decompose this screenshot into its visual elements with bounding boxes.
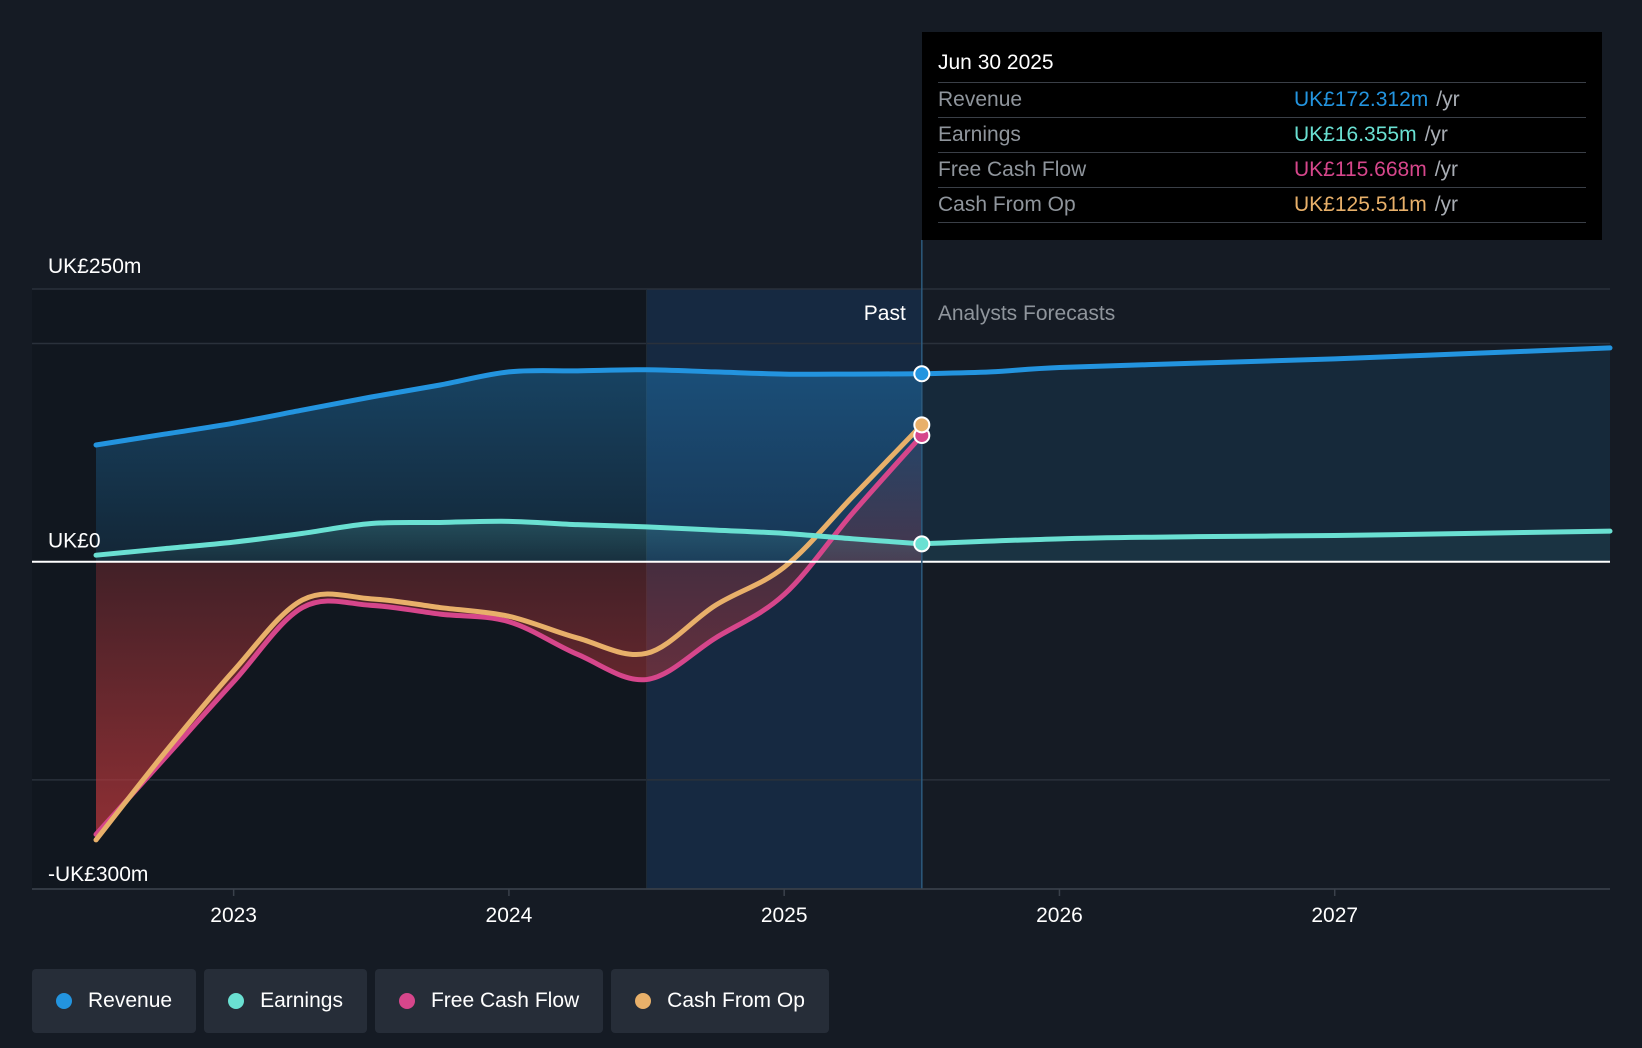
cash-from-op-marker bbox=[913, 416, 931, 434]
past-label: Past bbox=[864, 302, 906, 325]
tooltip-value: UK£172.312m bbox=[1294, 88, 1429, 111]
legend-label: Revenue bbox=[88, 989, 173, 1012]
free-cash-flow-line bbox=[93, 433, 925, 837]
legend: Revenue Earnings Free Cash Flow Cash Fro… bbox=[32, 969, 829, 1033]
revenue-forecast-line bbox=[919, 345, 1613, 377]
analysts-forecasts-label: Analysts Forecasts bbox=[938, 302, 1115, 325]
revenue-marker bbox=[913, 365, 931, 383]
x-axis-labels: 2023 2024 2025 2026 2027 bbox=[32, 888, 1610, 927]
y-axis-labels: UK£250m UK£0 -UK£300m bbox=[48, 255, 148, 886]
y-axis-label: -UK£300m bbox=[48, 863, 148, 886]
free-cash-flow-dot-icon bbox=[398, 993, 415, 1009]
tooltip-value: UK£16.355m bbox=[1294, 123, 1417, 146]
tooltip-value: UK£125.511m bbox=[1294, 193, 1427, 216]
tooltip-value: UK£115.668m bbox=[1294, 158, 1427, 181]
x-axis-label: 2026 bbox=[1036, 904, 1083, 927]
legend-label: Cash From Op bbox=[667, 989, 805, 1012]
earnings-forecast-line bbox=[919, 528, 1613, 547]
cash-from-op-line bbox=[93, 422, 925, 843]
tooltip-unit: /yr bbox=[1434, 193, 1459, 216]
revenue-forecast-area bbox=[921, 347, 1610, 562]
tooltip-label: Earnings bbox=[938, 123, 1021, 146]
series-lines bbox=[93, 345, 1613, 843]
legend-item-revenue[interactable]: Revenue bbox=[32, 969, 197, 1033]
tooltip-unit: /yr bbox=[1434, 158, 1459, 181]
tooltip-label: Free Cash Flow bbox=[938, 158, 1087, 181]
earnings-line bbox=[93, 518, 925, 558]
x-axis-label: 2024 bbox=[486, 904, 533, 927]
tooltip-date: Jun 30 2025 bbox=[938, 51, 1054, 74]
tooltip-label: Revenue bbox=[938, 88, 1023, 111]
tooltip: Jun 30 2025 Revenue UK£172.312m /yr Earn… bbox=[922, 32, 1602, 240]
legend-item-earnings[interactable]: Earnings bbox=[204, 969, 367, 1033]
tooltip-row-revenue: Revenue UK£172.312m /yr bbox=[938, 82, 1586, 117]
legend-label: Free Cash Flow bbox=[430, 989, 580, 1012]
cash-from-op-dot-icon bbox=[635, 993, 652, 1009]
tooltip-row-cash-from-op: Cash From Op UK£125.511m /yr bbox=[938, 187, 1586, 223]
revenue-area bbox=[96, 369, 922, 562]
tooltip-unit: /yr bbox=[1424, 123, 1448, 146]
tooltip-markers bbox=[913, 365, 931, 553]
revenue-line bbox=[93, 367, 925, 448]
x-axis-label: 2025 bbox=[761, 904, 808, 927]
tooltip-row-earnings: Earnings UK£16.355m /yr bbox=[938, 117, 1586, 152]
y-axis-label: UK£0 bbox=[48, 530, 101, 553]
tooltip-label: Cash From Op bbox=[938, 193, 1076, 216]
tooltip-unit: /yr bbox=[1436, 88, 1460, 111]
y-axis-label: UK£250m bbox=[48, 255, 141, 278]
tooltip-row-free-cash-flow: Free Cash Flow UK£115.668m /yr bbox=[938, 152, 1586, 187]
earnings-marker bbox=[913, 535, 931, 553]
x-axis-label: 2023 bbox=[210, 904, 257, 927]
legend-label: Earnings bbox=[260, 989, 343, 1012]
revenue-dot-icon bbox=[56, 993, 72, 1009]
earnings-dot-icon bbox=[228, 993, 245, 1009]
legend-item-free-cash-flow[interactable]: Free Cash Flow bbox=[374, 969, 604, 1033]
legend-item-cash-from-op[interactable]: Cash From Op bbox=[611, 969, 829, 1033]
x-axis-label: 2027 bbox=[1311, 904, 1358, 927]
